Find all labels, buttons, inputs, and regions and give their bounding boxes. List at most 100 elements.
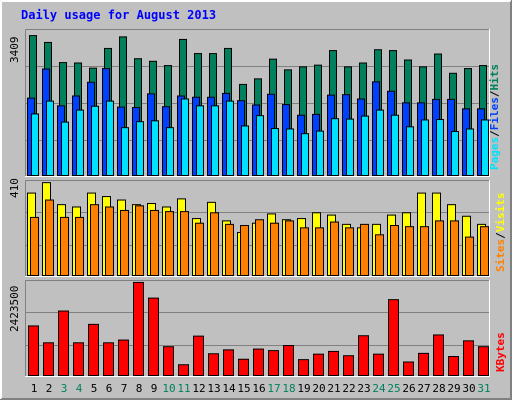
top-legend-full: Pages/Files/Hits	[488, 64, 501, 170]
legend-files: Files	[488, 97, 501, 130]
legend-hits-label: Hits	[488, 64, 501, 91]
bar-sites-day-24	[375, 234, 384, 276]
bar-kbytes-day-2	[43, 342, 54, 376]
bar-sites-day-11	[180, 211, 189, 276]
bottom-panel-bars	[28, 281, 489, 377]
bar-sites-day-29	[450, 220, 459, 276]
bar-kbytes-day-1	[28, 325, 39, 377]
x-label-day-9: 9	[151, 382, 158, 395]
bar-sites-day-22	[345, 227, 354, 276]
bar-sites-day-27	[420, 226, 429, 276]
bar-pages-day-14	[226, 100, 234, 176]
bar-sites-day-21	[330, 221, 339, 276]
bar-kbytes-day-8	[133, 281, 144, 376]
x-axis-labels: 1 2 3 4 5 6 7 8 9 10 11 12 13 14 15 16 17 18 19 20 21 22 23 24 2…	[31, 382, 491, 395]
bar-kbytes-day-28	[433, 334, 444, 376]
bar-sites-day-8	[135, 205, 144, 276]
bar-pages-day-6	[106, 100, 114, 176]
x-label-day-5: 5	[91, 382, 98, 395]
bar-pages-day-15	[241, 125, 249, 177]
bar-pages-day-9	[151, 120, 159, 176]
top-panel-bars	[27, 35, 489, 177]
bar-kbytes-day-14	[223, 349, 234, 376]
x-label-day-27: 27	[417, 382, 430, 395]
bar-kbytes-day-20	[313, 353, 324, 376]
bar-pages-day-23	[361, 115, 369, 177]
bar-sites-day-20	[315, 227, 324, 276]
bar-pages-day-16	[256, 115, 264, 176]
bar-sites-day-13	[210, 212, 219, 276]
bar-pages-day-2	[46, 100, 54, 176]
bar-pages-day-30	[466, 128, 474, 177]
x-label-day-19: 19	[297, 382, 310, 395]
bar-kbytes-day-22	[343, 355, 354, 377]
bar-pages-day-3	[61, 121, 69, 176]
bar-pages-day-20	[316, 130, 324, 176]
legend-sep-1: /	[488, 130, 501, 137]
x-label-day-4: 4	[76, 382, 83, 395]
bar-pages-day-7	[121, 127, 129, 177]
bar-sites-day-18	[285, 220, 294, 276]
x-label-day-18: 18	[282, 382, 295, 395]
bar-kbytes-day-7	[118, 339, 129, 377]
x-label-day-31: 31	[477, 382, 490, 395]
bar-sites-day-25	[390, 225, 399, 276]
bar-kbytes-day-30	[463, 340, 474, 377]
bar-pages-day-24	[376, 109, 384, 176]
bar-kbytes-day-29	[448, 356, 459, 376]
bar-sites-day-28	[435, 220, 444, 276]
bar-pages-day-31	[481, 119, 489, 176]
legend-sites: Sites	[494, 239, 507, 272]
bar-kbytes-day-15	[238, 358, 249, 377]
legend-kbytes: KBytes	[494, 332, 507, 372]
middle-legend: Sites/Visits	[494, 193, 507, 273]
bar-pages-day-8	[136, 121, 144, 176]
bar-sites-day-2	[45, 199, 54, 277]
bar-pages-day-21	[331, 118, 339, 176]
x-label-day-24: 24	[372, 382, 386, 395]
bar-kbytes-day-24	[373, 353, 384, 376]
bottom-legend: KBytes	[494, 332, 507, 372]
middle-panel-bars	[27, 182, 489, 277]
bottom-y-max-label: 2423500	[8, 286, 21, 332]
x-label-day-8: 8	[136, 382, 143, 395]
bar-pages-day-29	[451, 131, 459, 177]
middle-y-max-label: 410	[8, 178, 21, 198]
bar-sites-day-17	[270, 222, 279, 277]
bar-kbytes-day-6	[103, 342, 114, 376]
bar-pages-day-13	[211, 105, 219, 176]
x-label-day-10: 10	[162, 382, 175, 395]
bar-pages-day-17	[271, 128, 279, 176]
x-label-day-14: 14	[222, 382, 236, 395]
x-label-day-22: 22	[342, 382, 355, 395]
x-label-day-26: 26	[402, 382, 415, 395]
bar-kbytes-day-19	[298, 359, 309, 377]
x-label-day-23: 23	[357, 382, 370, 395]
x-label-day-6: 6	[106, 382, 113, 395]
bar-sites-day-10	[165, 211, 174, 276]
legend-pages: Pages	[488, 137, 501, 170]
bar-kbytes-day-31	[478, 346, 489, 376]
bar-pages-day-1	[31, 113, 39, 176]
top-y-max-label: 3409	[8, 37, 21, 64]
bar-pages-day-19	[301, 133, 309, 177]
bar-kbytes-day-12	[193, 335, 204, 376]
x-label-day-3: 3	[61, 382, 68, 395]
bar-pages-day-18	[286, 128, 294, 177]
x-label-day-29: 29	[447, 382, 460, 395]
x-label-day-28: 28	[432, 382, 445, 395]
x-label-day-12: 12	[192, 382, 205, 395]
bar-pages-day-4	[76, 109, 84, 176]
bar-kbytes-day-27	[418, 352, 429, 376]
x-label-day-21: 21	[327, 382, 340, 395]
x-label-day-13: 13	[207, 382, 220, 395]
x-label-day-11: 11	[177, 382, 190, 395]
bar-kbytes-day-23	[358, 335, 369, 376]
bar-kbytes-day-5	[88, 323, 99, 376]
x-label-day-30: 30	[462, 382, 475, 395]
bar-pages-day-5	[91, 105, 99, 176]
svg-text:Pages/Files/Hits: Pages/Files/Hits	[488, 64, 501, 170]
legend-sep-2: /	[488, 90, 501, 97]
